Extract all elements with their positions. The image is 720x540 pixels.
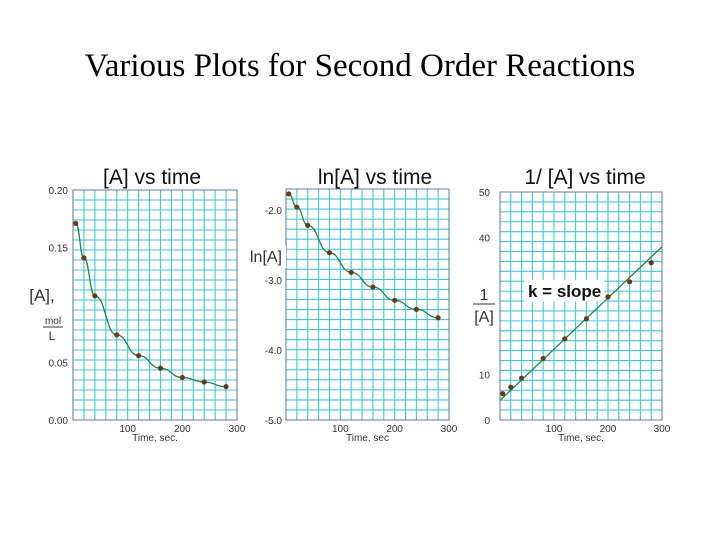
y-label-background [472,282,498,324]
y-tick-label: 50 [479,188,491,199]
x-tick-label: 200 [386,424,403,435]
y-tick-label: -4.0 [265,346,283,357]
chart-panel-1: [A] vs time 100 200 300 Time, sec. 0.20 0.15 0.… [29,166,246,444]
data-point [114,332,120,338]
data-point [540,355,546,362]
y-tick-label: 0.20 [49,186,69,197]
slide-title: Various Plots for Second Order Reactions [84,48,636,84]
panel-background [35,190,240,420]
data-point [201,379,207,385]
annotation-text: k = slope [528,282,601,301]
x-tick-label: 300 [654,424,671,435]
y-tick-label: 10 [479,370,491,381]
y-unit-denominator: L [49,329,56,343]
y-label-numerator: 1 [480,287,489,304]
chart-title: 1/ [A] vs time [524,166,645,189]
x-tick-label: 200 [174,424,191,435]
data-point [92,293,98,299]
y-tick-label: 0.00 [49,416,69,427]
y-unit-numerator: mol [45,316,61,327]
annotation-background [524,279,604,302]
data-point [157,365,164,371]
plot-frame [72,189,238,421]
series-line [499,246,663,401]
chart-panel-2: ln[A] vs time 100 200 300 Time, sec -2.0 -3.0 -… [243,166,458,444]
data-point [508,384,514,390]
data-point [627,279,633,285]
chart-title: ln[A] vs time [318,166,432,189]
x-axis-label: Time, sec. [558,433,604,444]
y-tick-label: 0.15 [49,244,69,255]
data-point [413,306,419,312]
data-point [562,336,568,342]
data-point [648,260,654,266]
y-tick-label: 0 [484,416,490,427]
data-point [583,316,590,322]
x-tick-label: 200 [600,424,617,435]
x-tick-label: 100 [332,424,349,435]
data-point [326,250,333,256]
x-tick-label: 300 [441,424,458,435]
y-tick-label: -3.0 [265,276,283,287]
y-tick-label: 40 [479,234,491,245]
plot-frame [499,191,663,421]
data-point [370,284,376,290]
data-point [305,222,311,228]
data-point [348,269,354,275]
data-point [223,384,229,390]
y-label-background [246,246,286,268]
chart-title: [A] vs time [103,166,201,189]
data-point [136,353,142,359]
data-point [500,390,506,397]
x-tick-label: 300 [229,424,246,435]
x-tick-label: 100 [546,424,563,435]
data-point [519,375,525,381]
data-point [294,204,300,210]
x-axis-label: Time, sec. [132,433,178,444]
x-axis-label: Time, sec [346,433,389,444]
panel-background [243,188,452,422]
x-tick-label: 100 [119,424,136,435]
y-axis-label: ln[A] [250,249,282,266]
data-point [435,315,441,321]
y-tick-label: 0.05 [49,359,69,370]
data-point [73,220,79,226]
y-axis-label: [A], [29,286,55,305]
data-point [179,374,185,381]
y-tick-label: -2.0 [265,206,283,217]
data-point [392,297,398,303]
y-tick-label: -5.0 [265,416,283,427]
data-point [81,255,87,261]
y-label-denominator: [A] [474,309,494,326]
plot-frame [285,188,450,421]
data-point [605,294,611,300]
data-point [286,191,292,197]
